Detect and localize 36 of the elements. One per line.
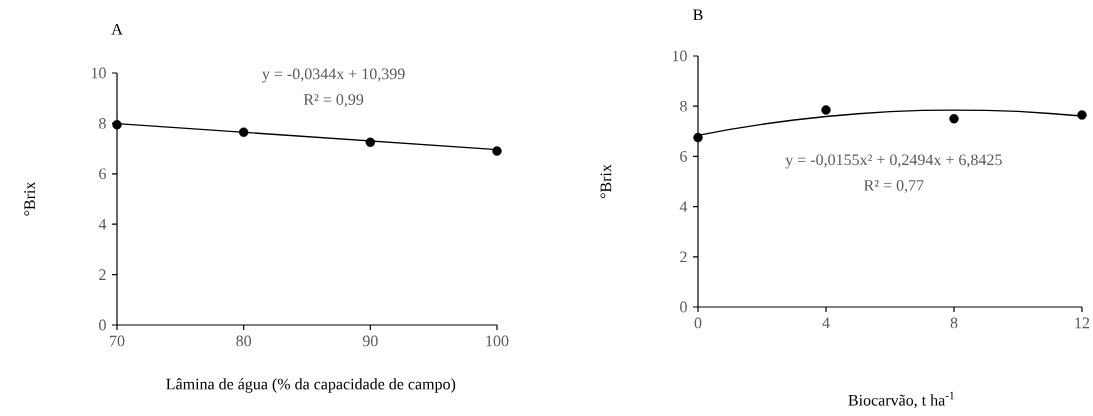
point	[365, 137, 376, 147]
y-tick-label: 2	[680, 251, 687, 263]
y-tick-label: 4	[679, 201, 688, 212]
x-tick-label: 90	[362, 335, 378, 347]
y-axis-title: °Brix	[600, 164, 612, 199]
x-tick-label: 8	[950, 317, 958, 329]
y-tick-label: 4	[98, 218, 107, 230]
x-axis-title: Biocarvão, t ha$^{-1}$	[848, 391, 954, 408]
y-tick-label: 2	[99, 269, 106, 280]
point	[238, 127, 249, 137]
point	[949, 114, 959, 124]
annotation: R² = 0,77	[864, 179, 924, 194]
x-tick-label: 80	[236, 335, 252, 347]
y-axis-title: °Brix	[24, 181, 35, 216]
y-tick-label: 0	[680, 301, 687, 313]
x-tick-label: 12	[1075, 317, 1090, 329]
point	[693, 132, 703, 143]
point	[492, 146, 502, 156]
x-axis-title: Lâmina de água (% da capacidade de campo)	[166, 378, 456, 393]
chart-title: A	[111, 23, 123, 35]
annotation: y = -0,0344x + 10,399	[262, 68, 405, 83]
y-tick-label: 8	[680, 100, 687, 112]
x-tick-label: 100	[486, 335, 509, 347]
x-tick-label: 4	[822, 317, 830, 329]
point	[821, 105, 831, 115]
y-tick-label: 10	[672, 50, 687, 62]
annotation: R² = 0,99	[303, 94, 364, 108]
y-tick-label: 8	[99, 118, 106, 129]
point	[112, 119, 122, 130]
x-tick-label: 70	[110, 335, 125, 347]
y-tick-label: 10	[91, 67, 106, 79]
x-tick-label: 0	[694, 317, 702, 329]
chart-title: B	[693, 9, 703, 21]
annotation: y = -0,0155x² + 0,2494x + 6,8425	[785, 154, 1002, 169]
y-tick-label: 6	[680, 151, 687, 162]
y-tick-label: 6	[99, 168, 106, 180]
